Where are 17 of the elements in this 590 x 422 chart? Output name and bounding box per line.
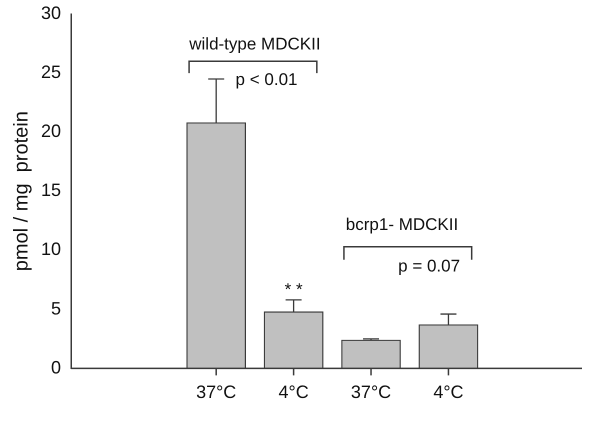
annotation: bcrp1- MDCKII xyxy=(346,215,458,234)
y-tick-label: 15 xyxy=(40,180,62,200)
x-tick-label: 4°C xyxy=(278,382,309,402)
annotation: p < 0.01 xyxy=(236,70,298,89)
y-tick-label: 30 xyxy=(40,2,62,23)
y-tick-label: 25 xyxy=(40,62,62,82)
y-tick-label: 20 xyxy=(40,121,62,142)
y-tick-label: 0 xyxy=(51,357,62,378)
y-tick-label: 5 xyxy=(51,298,62,318)
annotation: p = 0.07 xyxy=(398,256,460,276)
x-tick-label: 4°C xyxy=(433,382,464,402)
x-tick-label: 37°C xyxy=(350,382,392,402)
annotation: * * xyxy=(284,280,303,300)
y-tick-label: 10 xyxy=(40,239,62,260)
annotation: wild-type MDCKII xyxy=(188,34,321,54)
y-axis-title: pmol / mg protein xyxy=(10,111,33,272)
x-tick-label: 37°C xyxy=(196,382,236,402)
